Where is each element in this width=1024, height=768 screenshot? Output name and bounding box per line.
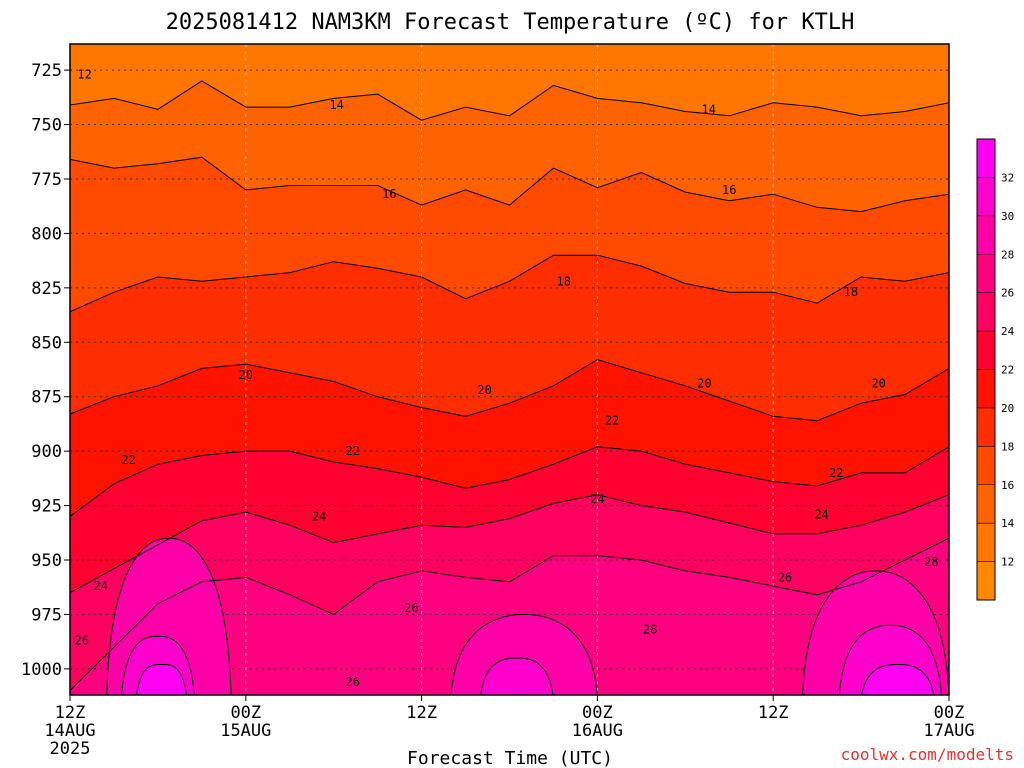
- x-tick-label: 14AUG: [44, 721, 95, 741]
- y-axis: 725 750 775 800 825 850 875 900 925 950 975 1000: [21, 61, 70, 680]
- warm-pocket-30: [480, 657, 554, 695]
- colorbar-label: 28: [1001, 248, 1014, 261]
- contour-label: 14: [329, 98, 343, 112]
- isotherm-22: [70, 446, 949, 517]
- colorbar-swatch: [977, 215, 995, 255]
- contour-label: 16: [722, 183, 736, 197]
- x-tick-label: 00Z: [934, 703, 965, 723]
- colorbar-swatch: [977, 446, 995, 485]
- contour-label: 22: [829, 466, 843, 480]
- colorbar-swatch: [977, 561, 995, 600]
- colorbar-label: 26: [1001, 287, 1014, 300]
- x-tick-label: 00Z: [582, 703, 613, 723]
- contour-label: 18: [556, 274, 570, 288]
- x-tick-label: 00Z: [230, 703, 261, 723]
- colorbar-swatch: [977, 523, 995, 562]
- contour-label: 24: [590, 492, 604, 506]
- colorbar-swatch: [977, 331, 995, 370]
- y-tick-label: 850: [31, 333, 62, 353]
- x-tick-label: 15AUG: [220, 721, 271, 741]
- contour-label: 20: [871, 377, 885, 391]
- contour-label: 24: [312, 509, 326, 523]
- contour-label: 26: [404, 601, 418, 615]
- isotherm-24: [70, 494, 949, 594]
- contour-label: 22: [605, 414, 619, 428]
- y-tick-label: 1000: [21, 660, 62, 680]
- colorbar-label: 16: [1001, 479, 1014, 492]
- contour-label: 26: [346, 675, 360, 689]
- colorbar-swatch: [977, 177, 995, 216]
- isotherm-18: [70, 254, 949, 313]
- colorbar-label: 22: [1001, 364, 1014, 377]
- x-tick-label: 12Z: [406, 703, 437, 723]
- isotherm-16: [70, 156, 949, 213]
- colorbar-swatch: [977, 484, 995, 524]
- y-tick-label: 875: [31, 388, 62, 408]
- contour-label: 22: [121, 453, 135, 467]
- x-tick-label: 16AUG: [572, 721, 623, 741]
- contour-label: 20: [477, 383, 491, 397]
- colorbar-swatch: [977, 407, 995, 447]
- y-tick-label: 950: [31, 551, 62, 571]
- contour-label: 16: [382, 187, 396, 201]
- y-tick-label: 725: [31, 61, 62, 81]
- contour-label: 14: [702, 102, 716, 116]
- contour-label: 22: [346, 444, 360, 458]
- contour-label: 20: [697, 377, 711, 391]
- y-tick-label: 975: [31, 605, 62, 625]
- isotherm-labels: 12 14 14 16 16 18 18 20 20 20 20 22 22 22 22 24 24 24 24 26…: [74, 67, 938, 688]
- y-tick-label: 775: [31, 170, 62, 190]
- contour-label: 20: [239, 368, 253, 382]
- contour-label: 28: [924, 555, 938, 569]
- colorbar-swatch: [977, 292, 995, 332]
- isotherm-26: [70, 537, 949, 691]
- colorbar-swatch: [977, 369, 995, 408]
- colorbar-swatch: [977, 254, 995, 293]
- x-tick-label: 2025: [50, 739, 91, 759]
- colorbar-label: 30: [1001, 210, 1014, 223]
- colorbar-label: 32: [1001, 171, 1014, 184]
- contour-label: 26: [778, 570, 792, 584]
- chart-title: 2025081412 NAM3KM Forecast Temperature (…: [166, 10, 855, 35]
- y-tick-label: 825: [31, 279, 62, 299]
- contour-label: 12: [77, 67, 91, 81]
- colorbar: 12 14 16 18 20 22 24 26 28 30 32: [976, 138, 1015, 601]
- y-tick-label: 900: [31, 442, 62, 462]
- x-tick-label: 12Z: [55, 703, 86, 723]
- colorbar-label: 20: [1001, 402, 1014, 415]
- contour-label: 28: [643, 623, 657, 637]
- colorbar-label: 24: [1001, 325, 1015, 338]
- x-tick-label: 17AUG: [923, 721, 974, 741]
- isotherm-20: [70, 359, 949, 422]
- isotherm-14: [70, 80, 949, 121]
- colorbar-label: 18: [1001, 440, 1014, 453]
- contour-label: 18: [844, 285, 858, 299]
- y-tick-label: 925: [31, 497, 62, 517]
- colorbar-label: 12: [1001, 556, 1014, 569]
- y-tick-label: 750: [31, 116, 62, 136]
- y-tick-label: 800: [31, 224, 62, 244]
- colorbar-swatch: [977, 139, 995, 178]
- isotherm-contours: [70, 80, 949, 695]
- contour-label: 24: [814, 507, 828, 521]
- contour-label: 26: [74, 634, 88, 648]
- credit-link[interactable]: coolwx.com/modelts: [841, 745, 1014, 764]
- plot-frame: [69, 43, 950, 696]
- x-axis-label: Forecast Time (UTC): [407, 748, 613, 768]
- warm-pocket-32: [136, 663, 188, 695]
- contour-label: 24: [94, 579, 108, 593]
- colorbar-label: 14: [1001, 517, 1015, 530]
- warm-pocket-32: [861, 663, 935, 695]
- x-tick-label: 12Z: [758, 703, 789, 723]
